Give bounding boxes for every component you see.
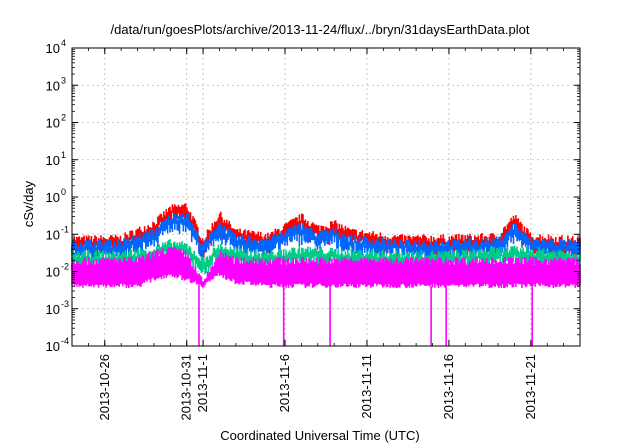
y-tick-exponent: -1 <box>61 224 69 234</box>
x-tick-label: 2013-11-6 <box>277 354 292 412</box>
y-tick-exponent: 2 <box>61 113 66 123</box>
series-group <box>71 203 581 346</box>
x-ticks: 2013-10-26 2013-10-31 2013-11-1 2013-11-6 20… <box>87 48 565 421</box>
grid <box>72 48 580 346</box>
y-tick-label: 10 <box>46 227 60 242</box>
series-ff00ff <box>71 247 581 346</box>
chart-title: /data/run/goesPlots/archive/2013-11-24/f… <box>110 22 530 37</box>
x-tick-label: 2013-11-21 <box>523 354 538 420</box>
y-tick-label: 10 <box>46 339 60 354</box>
y-tick-exponent: 1 <box>61 150 66 160</box>
series-ff0000 <box>71 203 581 258</box>
y-tick-label: 10 <box>46 78 60 93</box>
x-tick-label: 2013-10-26 <box>97 354 112 421</box>
y-tick-label: 10 <box>46 265 60 280</box>
y-tick-label: 10 <box>46 153 60 168</box>
x-tick-label: 2013-10-31 <box>179 354 194 421</box>
y-tick-exponent: -4 <box>61 336 69 346</box>
y-tick-label: 10 <box>46 302 60 317</box>
x-tick-label: 2013-11-11 <box>359 354 374 419</box>
y-tick-exponent: -2 <box>61 262 69 272</box>
y-tick-label: 10 <box>46 190 60 205</box>
x-tick-label: 2013-11-16 <box>441 354 456 420</box>
y-tick-label: 10 <box>46 116 60 131</box>
y-tick-exponent: 3 <box>61 75 66 85</box>
y-tick-exponent: 4 <box>61 38 66 48</box>
x-axis-label: Coordinated Universal Time (UTC) <box>220 428 420 443</box>
x-tick-label: 2013-11-1 <box>195 354 210 412</box>
y-tick-exponent: 0 <box>61 187 66 197</box>
y-tick-label: 10 <box>46 41 60 56</box>
series-band <box>71 203 581 258</box>
y-tick-exponent: -3 <box>61 299 69 309</box>
